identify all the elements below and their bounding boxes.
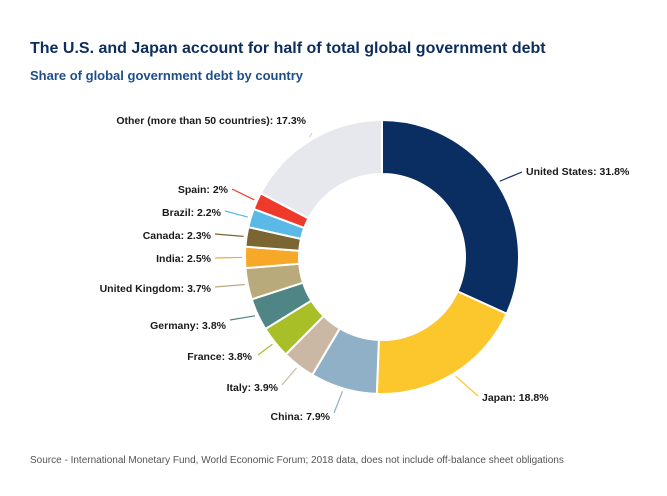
leader-line-japan [455,375,479,397]
source-note: Source - International Monetary Fund, Wo… [30,455,564,466]
chart-subtitle: Share of global government debt by count… [30,68,304,83]
leader-line-india [214,256,243,259]
label-spain: Spain: 2% [178,184,229,196]
donut-chart: United States: 31.8% Japan: 18.8% China: 7… [100,115,630,423]
leader-line-canada [214,233,244,238]
slice-labels: United States: 31.8% Japan: 18.8% China: 7… [100,115,630,423]
slice-other-more-than-50-countries [259,118,383,220]
leader-line-other-more-than-50-countries [309,132,313,138]
label-germany: Germany: 3.8% [150,320,227,332]
label-japan: Japan: 18.8% [482,392,549,404]
leader-line-china [333,391,344,414]
chart-title: The U.S. and Japan account for half of t… [30,40,546,57]
label-india: India: 2.5% [156,253,212,265]
label-leader-lines [214,132,523,414]
label-other-more-than-50-countries: Other (more than 50 countries): 17.3% [116,115,306,127]
label-france: France: 3.8% [187,351,252,363]
leader-line-italy [281,367,297,386]
label-canada: Canada: 2.3% [143,230,212,242]
slice-japan [375,290,509,395]
label-china: China: 7.9% [270,411,330,423]
label-brazil: Brazil: 2.2% [162,207,222,219]
leader-line-spain [231,188,255,201]
leader-line-united-kingdom [214,283,245,288]
leader-line-united-states [499,171,523,182]
label-italy: Italy: 3.9% [227,382,279,394]
leader-line-germany [229,315,256,321]
label-united-kingdom: United Kingdom: 3.7% [100,283,212,295]
slice-united-states [381,118,520,316]
leader-line-brazil [224,210,248,218]
leader-line-france [257,343,273,356]
label-united-states: United States: 31.8% [526,166,630,178]
donut-slices [244,118,520,395]
